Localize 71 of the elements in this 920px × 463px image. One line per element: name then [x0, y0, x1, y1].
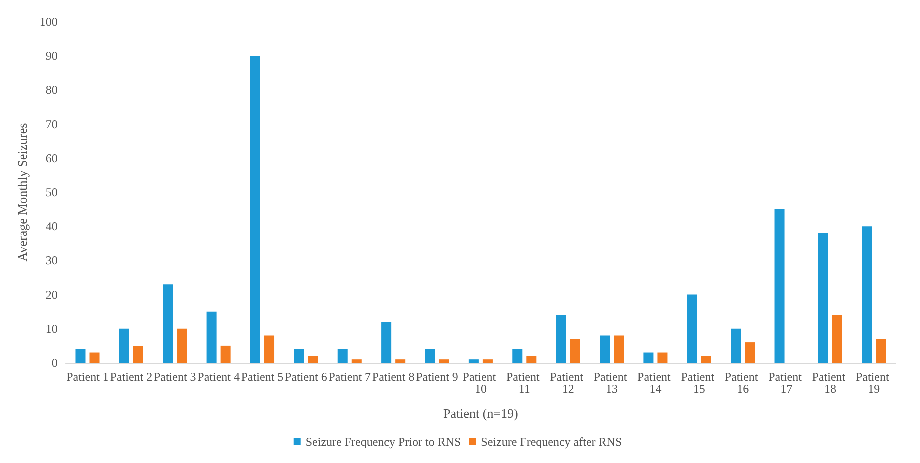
x-tick-label: Patient 2 — [110, 370, 153, 384]
bar — [90, 352, 100, 363]
bar — [396, 360, 406, 363]
bar — [614, 336, 624, 363]
bar — [526, 356, 537, 363]
x-tick-label: Patient 3 — [154, 370, 196, 384]
bar — [119, 328, 130, 363]
x-tick-label: Patient 6 — [285, 370, 328, 384]
y-axis-title: Average Monthly Seizures — [15, 123, 30, 262]
y-tick-label: 70 — [46, 117, 58, 132]
x-tick-label: Patient 18 — [812, 370, 849, 396]
x-tick-label: Patient 14 — [638, 370, 674, 396]
x-axis-title: Patient (n=19) — [444, 406, 518, 421]
bar — [250, 56, 260, 363]
x-tick-label: Patient 13 — [594, 370, 630, 396]
bar — [294, 349, 304, 363]
x-tick-label: Patient 5 — [241, 370, 284, 384]
bar — [264, 336, 275, 363]
x-tick-label: Patient 11 — [506, 370, 543, 396]
x-tick-label: Patient 10 — [462, 370, 500, 396]
bar — [76, 349, 86, 363]
bar — [745, 342, 756, 363]
bar — [731, 328, 742, 363]
y-tick-label: 60 — [46, 151, 58, 166]
x-tick-label: Patient 7 — [328, 370, 372, 384]
bar — [818, 233, 828, 363]
legend-label: Seizure Frequency after RNS — [481, 435, 622, 449]
x-tick-label: Patient 12 — [550, 370, 586, 396]
bar — [468, 360, 479, 363]
bar — [862, 226, 872, 363]
bar — [425, 349, 436, 363]
bar — [163, 284, 174, 363]
y-tick-label: 10 — [46, 322, 58, 336]
bar — [206, 312, 217, 363]
x-tick-label: Patient 19 — [856, 370, 892, 396]
bar — [644, 352, 654, 363]
y-tick-label: 30 — [46, 254, 58, 268]
y-tick-label: 80 — [46, 83, 58, 98]
bar — [482, 360, 493, 363]
bar — [876, 339, 886, 363]
bar — [701, 356, 712, 363]
legend-label: Seizure Frequency Prior to RNS — [306, 435, 462, 449]
bar — [570, 339, 580, 363]
bar — [308, 356, 318, 363]
bar — [512, 349, 523, 363]
bar — [177, 328, 188, 363]
bar — [382, 322, 392, 363]
bar — [133, 346, 144, 363]
bar — [774, 210, 785, 363]
x-tick-label: Patient 9 — [416, 370, 458, 384]
bar — [600, 336, 610, 363]
x-tick-label: Patient 17 — [768, 370, 805, 396]
bar — [832, 315, 842, 363]
bar — [687, 294, 698, 363]
x-tick-label: Patient 4 — [198, 370, 240, 384]
bar — [658, 352, 668, 363]
y-tick-label: 40 — [46, 220, 58, 234]
x-tick-label: Patient 1 — [66, 370, 109, 384]
y-tick-label: 50 — [46, 186, 58, 200]
bar — [352, 360, 362, 363]
bar — [439, 360, 450, 363]
x-tick-label: Patient 8 — [372, 370, 415, 384]
y-tick-label: 20 — [46, 288, 58, 302]
bar — [338, 349, 348, 363]
x-tick-label: Patient 16 — [724, 370, 762, 396]
y-tick-label: 90 — [46, 49, 58, 64]
bar — [556, 315, 566, 363]
bar — [220, 346, 231, 363]
y-tick-label: 100 — [40, 15, 58, 29]
x-tick-label: Patient 15 — [681, 370, 718, 396]
y-tick-label: 0 — [52, 356, 58, 370]
